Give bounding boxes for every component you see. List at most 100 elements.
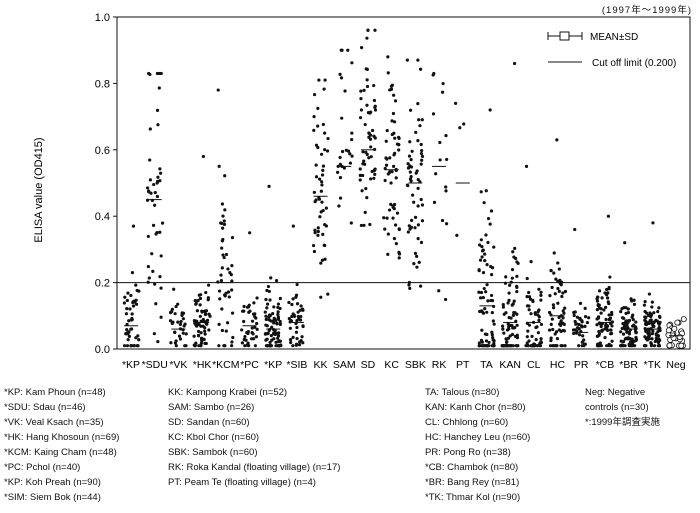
data-point bbox=[477, 268, 481, 272]
data-point bbox=[490, 273, 494, 277]
data-point bbox=[483, 344, 487, 348]
data-point bbox=[246, 341, 250, 345]
data-point bbox=[416, 177, 420, 182]
data-group-star-vk bbox=[168, 287, 188, 348]
data-point bbox=[479, 296, 483, 300]
data-point bbox=[125, 344, 130, 348]
data-point bbox=[243, 344, 247, 348]
legend-cutoff-label: Cut off limit (0.200) bbox=[592, 58, 676, 69]
data-point bbox=[657, 326, 662, 330]
data-point bbox=[230, 235, 235, 240]
data-point bbox=[158, 167, 162, 171]
data-point bbox=[269, 334, 273, 338]
data-point bbox=[629, 297, 633, 301]
data-point bbox=[553, 332, 557, 336]
data-point bbox=[583, 306, 587, 310]
data-point bbox=[359, 108, 364, 112]
x-tick-label: RK bbox=[432, 359, 447, 371]
data-point bbox=[480, 255, 484, 259]
data-point bbox=[633, 344, 637, 348]
data-point bbox=[649, 342, 654, 346]
data-point bbox=[623, 344, 627, 348]
data-point bbox=[253, 344, 257, 348]
data-point bbox=[361, 150, 365, 154]
data-point bbox=[557, 315, 561, 320]
data-point bbox=[148, 127, 152, 131]
data-point bbox=[630, 339, 634, 343]
data-point bbox=[122, 301, 126, 305]
data-point bbox=[559, 283, 563, 287]
data-point bbox=[342, 166, 346, 170]
data-point bbox=[359, 97, 363, 101]
data-point bbox=[535, 325, 539, 329]
data-point bbox=[511, 344, 515, 348]
data-point bbox=[321, 168, 325, 172]
data-point bbox=[551, 327, 555, 332]
data-point bbox=[199, 336, 204, 340]
data-point bbox=[397, 250, 401, 254]
data-point bbox=[573, 227, 577, 232]
data-point bbox=[559, 319, 563, 323]
data-point bbox=[247, 344, 251, 348]
legend-mean-sd-label: MEAN±SD bbox=[590, 32, 638, 43]
data-point bbox=[583, 315, 588, 319]
data-point bbox=[651, 221, 655, 225]
data-point bbox=[652, 344, 657, 348]
data-point bbox=[199, 344, 203, 348]
data-point bbox=[576, 326, 580, 330]
data-point bbox=[370, 128, 375, 133]
data-point bbox=[510, 268, 515, 272]
data-point bbox=[419, 162, 423, 166]
data-point bbox=[552, 271, 556, 275]
data-point bbox=[484, 339, 489, 343]
data-point bbox=[627, 332, 631, 336]
data-point bbox=[193, 299, 197, 303]
data-point bbox=[488, 108, 492, 112]
data-point bbox=[510, 332, 515, 337]
data-point bbox=[595, 323, 599, 327]
data-point bbox=[643, 315, 647, 319]
chart-legend: MEAN±SD Cut off limit (0.200) bbox=[547, 31, 676, 69]
data-point bbox=[483, 258, 487, 263]
data-point bbox=[444, 189, 448, 193]
abbreviation-entry: KC: Kbol Chor (n=60) bbox=[168, 432, 260, 443]
data-point bbox=[482, 286, 486, 291]
data-point bbox=[275, 322, 279, 326]
data-point bbox=[240, 341, 245, 345]
data-point bbox=[156, 340, 160, 344]
data-point bbox=[657, 337, 661, 341]
data-point bbox=[130, 271, 135, 275]
data-point bbox=[204, 341, 208, 346]
data-point bbox=[644, 311, 649, 315]
data-point bbox=[548, 344, 553, 348]
data-point bbox=[348, 161, 353, 165]
data-point bbox=[194, 323, 198, 327]
data-point bbox=[441, 90, 445, 94]
data-point bbox=[492, 304, 496, 309]
abbreviation-column-3: TA: Talous (n=80) KAN: Kanh Chor (n=80) CL… bbox=[425, 385, 530, 505]
data-point bbox=[535, 344, 539, 348]
data-point bbox=[650, 337, 654, 341]
data-point bbox=[323, 223, 327, 227]
data-point bbox=[654, 338, 659, 342]
data-point bbox=[152, 182, 156, 187]
data-point bbox=[151, 223, 156, 228]
data-point bbox=[350, 61, 354, 65]
data-point bbox=[311, 243, 316, 248]
data-point bbox=[651, 323, 655, 327]
data-point bbox=[339, 76, 344, 80]
data-point bbox=[392, 153, 396, 157]
data-point bbox=[128, 307, 132, 311]
data-point bbox=[336, 170, 340, 174]
data-point bbox=[272, 337, 276, 341]
data-point bbox=[650, 300, 654, 304]
data-point bbox=[160, 221, 165, 225]
data-point bbox=[419, 284, 423, 288]
data-group-pt bbox=[454, 101, 470, 237]
data-point bbox=[489, 264, 493, 269]
data-point bbox=[420, 118, 424, 122]
data-point bbox=[350, 137, 354, 142]
data-point bbox=[501, 303, 505, 307]
data-point bbox=[225, 321, 230, 325]
x-tick-label: *PC bbox=[240, 359, 259, 371]
